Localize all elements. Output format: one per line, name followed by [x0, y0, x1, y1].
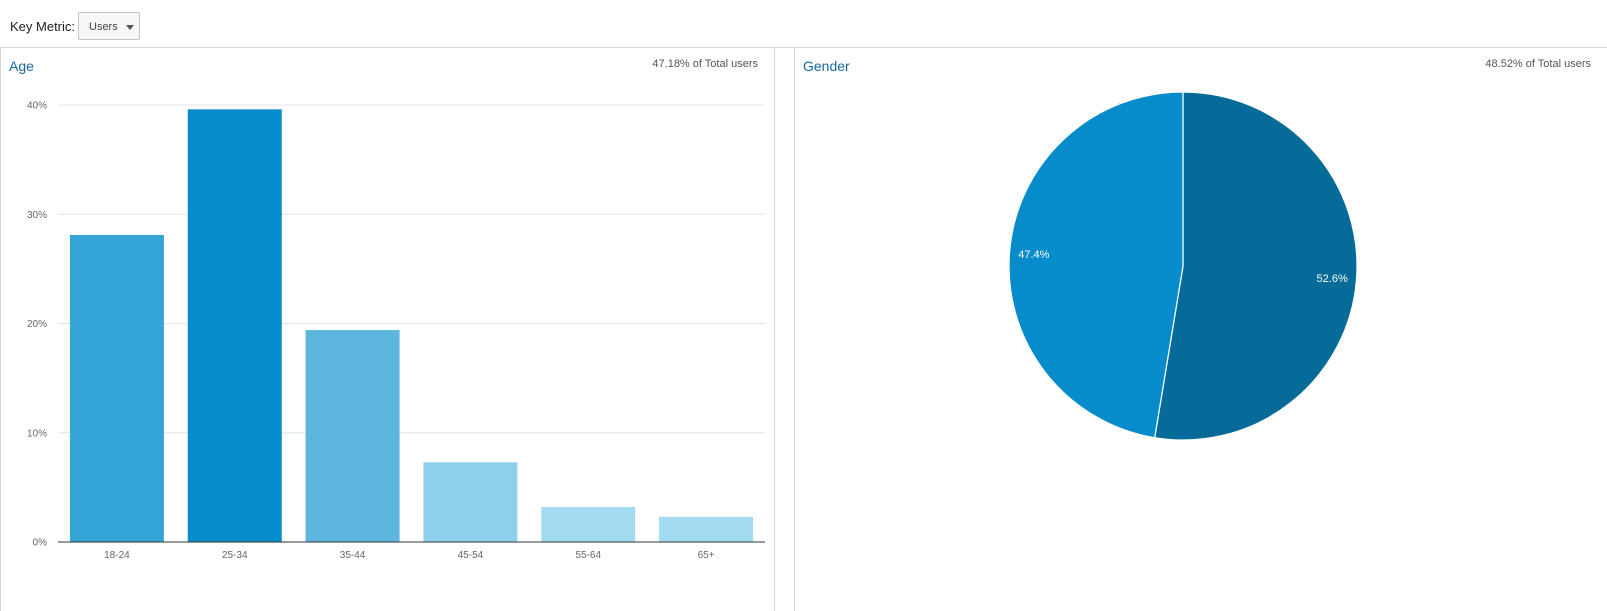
x-tick-label: 45-54: [458, 550, 484, 561]
bar-65+: [659, 516, 754, 542]
key-metric-bar: Key Metric: Users: [0, 0, 1607, 48]
pie-value-label: 47.4%: [1018, 249, 1049, 261]
age-panel: Age 47.18% of Total users 0% 10% 20% 30% 40%…: [0, 48, 775, 611]
x-tick-label: 35-44: [340, 550, 366, 561]
pie-slice-female: [1154, 91, 1358, 441]
y-tick-label: 20%: [27, 319, 47, 330]
pie-slice-male: [1008, 91, 1184, 439]
y-tick-label: 10%: [27, 428, 47, 439]
gender-panel-total: 48.52% of Total users: [1485, 58, 1591, 70]
bar-55-64: [541, 507, 636, 542]
key-metric-dropdown[interactable]: Users: [78, 12, 140, 40]
gender-pie-chart: 52.6% 47.4%: [1008, 91, 1358, 441]
age-panel-title: Age: [9, 58, 34, 74]
caret-down-icon: [126, 25, 134, 30]
gender-panel-title: Gender: [803, 58, 850, 74]
key-metric-selected-value: Users: [89, 21, 118, 33]
gender-panel: Gender 48.52% of Total users femalemale …: [794, 48, 1607, 611]
age-bar-chart: 0% 10% 20% 30% 40% 18-24 25-34 35-44 45-54 55-64 6…: [27, 101, 765, 561]
bar-18-24: [69, 235, 164, 542]
age-panel-total: 47.18% of Total users: [652, 58, 758, 70]
key-metric-label: Key Metric:: [10, 19, 76, 34]
x-tick-label: 25-34: [222, 550, 248, 561]
y-tick-label: 30%: [27, 210, 47, 221]
x-tick-label: 55-64: [575, 550, 601, 561]
x-tick-label: 65+: [698, 550, 715, 561]
pie-value-label: 52.6%: [1317, 273, 1348, 285]
bar-25-34: [187, 109, 282, 542]
x-tick-label: 18-24: [104, 550, 130, 561]
y-tick-label: 40%: [27, 101, 47, 112]
bar-45-54: [423, 462, 518, 542]
y-tick-label: 0%: [33, 538, 48, 549]
bar-35-44: [305, 330, 400, 542]
